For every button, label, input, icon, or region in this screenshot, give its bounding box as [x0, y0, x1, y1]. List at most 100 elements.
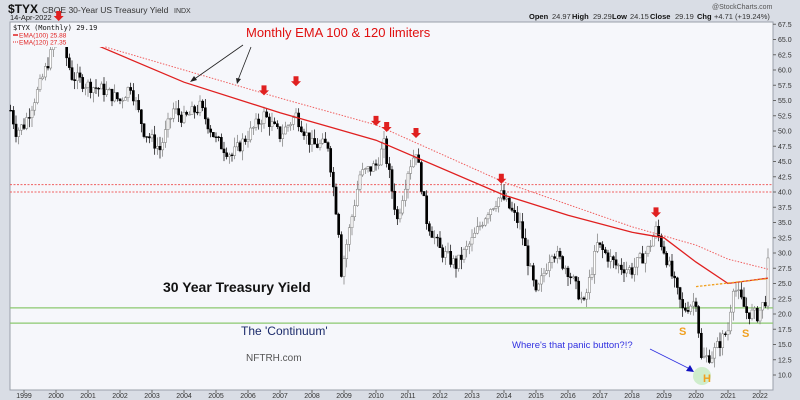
open-label: Open — [529, 12, 549, 21]
candle-body — [358, 174, 362, 190]
candle-body — [86, 81, 90, 88]
down-arrow-icon — [291, 76, 301, 87]
candle-body — [611, 256, 615, 261]
candle-body — [67, 57, 71, 68]
candle-body — [115, 92, 119, 100]
candle-body — [390, 169, 394, 192]
chg-value: +4.71 (+19.24%) — [714, 12, 770, 21]
arrow-head-icon — [190, 76, 197, 82]
y-tick-label: 27.5 — [778, 266, 792, 273]
candle-body — [734, 290, 738, 292]
candle-body — [339, 234, 343, 277]
candle-body — [291, 117, 295, 125]
y-tick-label: 62.5 — [778, 52, 792, 59]
quote-bar: Open 24.97 High 29.29 Low 24.15 Close 29… — [529, 12, 770, 21]
candle-body — [633, 266, 637, 275]
candle-body — [446, 251, 450, 253]
candle-body — [531, 265, 535, 281]
down-arrow-icon — [381, 121, 392, 132]
candle-body — [689, 305, 693, 312]
candle-body — [323, 138, 327, 143]
candle-body — [409, 166, 413, 174]
pointer-arrow — [237, 46, 252, 81]
candle-body — [590, 274, 594, 278]
high-value: 29.29 — [593, 12, 612, 21]
candle-body — [643, 253, 647, 264]
candle-body — [209, 128, 213, 133]
candle-body — [435, 236, 439, 239]
left-shoulder-label: S — [679, 326, 686, 338]
candle-body — [363, 168, 367, 170]
legend-main: $TYX (Monthly) 29.19 — [13, 24, 97, 32]
candle-body — [158, 146, 162, 151]
candle-body — [361, 169, 365, 176]
candle-body — [718, 341, 722, 348]
candle-body — [254, 118, 258, 128]
candle-body — [371, 163, 375, 172]
candle-body — [603, 249, 607, 254]
candle-body — [33, 102, 37, 111]
candle-body — [145, 136, 149, 138]
candle-body — [731, 290, 735, 313]
candle-body — [385, 138, 389, 164]
candle-body — [630, 267, 634, 275]
candle-body — [569, 276, 573, 279]
candle-body — [465, 245, 469, 250]
y-tick-label: 65.0 — [778, 37, 792, 44]
head-highlight — [693, 367, 711, 385]
candle-body — [521, 221, 525, 239]
y-tick-label: 12.5 — [778, 357, 792, 364]
candle-body — [523, 237, 527, 247]
candle-body — [489, 209, 493, 216]
x-tick-label: 2010 — [368, 393, 384, 400]
candle-body — [555, 251, 559, 259]
candle-body — [750, 309, 754, 319]
high-label: High — [572, 12, 589, 21]
candle-body — [227, 154, 231, 157]
pointer-arrow — [192, 44, 244, 81]
candle-body — [289, 124, 293, 126]
candle-body — [113, 92, 117, 102]
candle-body — [75, 72, 79, 81]
candle-body — [379, 148, 383, 166]
candle-body — [457, 254, 461, 269]
candle-body — [467, 243, 471, 247]
candle-body — [395, 209, 399, 220]
candle-body — [614, 259, 618, 266]
low-value: 24.15 — [630, 12, 649, 21]
candle-body — [326, 142, 330, 149]
candle-body — [9, 110, 13, 112]
y-tick-label: 25.0 — [778, 281, 792, 288]
candle-body — [419, 162, 423, 192]
candle-body — [579, 297, 583, 300]
down-arrow-icon — [411, 128, 421, 139]
candle-body — [726, 330, 730, 335]
candle-body — [430, 230, 434, 238]
candle-body — [745, 306, 749, 313]
candle-body — [545, 270, 549, 274]
candle-body — [217, 136, 221, 138]
candle-body — [742, 296, 746, 307]
candle-body — [702, 356, 706, 358]
candle-body — [105, 89, 109, 96]
close-label: Close — [650, 12, 670, 21]
candle-body — [539, 275, 543, 285]
y-tick-label: 17.5 — [778, 327, 792, 334]
candle-body — [334, 186, 338, 215]
candle-body — [715, 341, 719, 348]
candle-body — [131, 90, 135, 102]
candle-body — [729, 311, 733, 332]
candle-body — [342, 258, 346, 277]
candle-body — [297, 112, 301, 128]
chart-title-annotation: 30 Year Treasury Yield — [163, 279, 311, 295]
candle-body — [313, 138, 317, 145]
candle-body — [758, 309, 762, 322]
legend-bg — [12, 23, 104, 47]
candle-body — [366, 166, 370, 169]
candle-body — [454, 258, 458, 269]
candle-body — [619, 264, 623, 270]
candle-body — [515, 212, 519, 223]
candle-body — [739, 289, 743, 298]
candle-body — [665, 252, 669, 266]
down-arrow-icon — [651, 207, 661, 218]
